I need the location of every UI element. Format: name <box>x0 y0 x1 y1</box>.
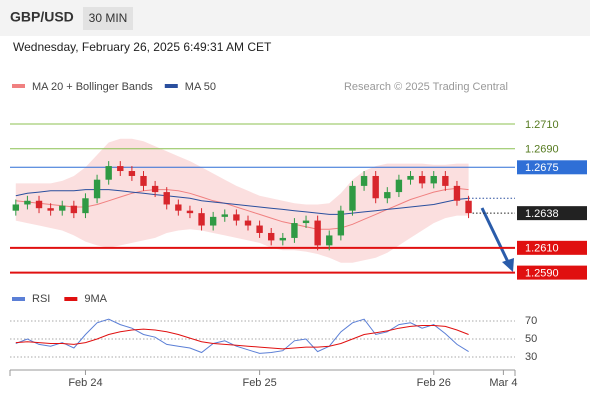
legend-swatch <box>12 297 25 301</box>
candle-body <box>372 175 379 199</box>
candle-body <box>12 204 19 211</box>
level-box <box>517 265 587 280</box>
level-label: 1.2690 <box>525 144 559 156</box>
candle-body <box>337 210 345 236</box>
candle-body <box>70 205 78 214</box>
candle-body <box>430 175 437 184</box>
legend-swatch <box>12 84 25 88</box>
candle-body <box>175 204 182 211</box>
ma50-line <box>15 189 469 215</box>
legend-swatch <box>64 297 78 301</box>
candle-body <box>349 185 356 211</box>
candle-body <box>407 175 414 180</box>
candle-body <box>128 171 136 176</box>
candle-body <box>244 220 252 226</box>
candle-body <box>47 208 54 211</box>
indicator-line <box>15 318 469 354</box>
symbol: GBP/USD <box>10 9 74 25</box>
candle-body <box>186 210 194 214</box>
candle-body <box>117 166 124 172</box>
candle-body <box>326 235 333 246</box>
level-label: 1.2638 <box>525 208 559 220</box>
candle-body <box>233 214 240 221</box>
candle-body <box>442 175 449 186</box>
candle-body <box>302 220 310 224</box>
level-box <box>517 206 587 221</box>
interval: 30 MIN <box>89 11 128 25</box>
y-tick-label: 30 <box>525 351 537 363</box>
legend-label: 9MA <box>84 293 107 305</box>
level-label: 1.2590 <box>525 268 559 280</box>
candle-body <box>151 185 159 193</box>
forecast-arrow <box>480 207 510 263</box>
level-label: 1.2610 <box>525 243 559 255</box>
candle-body <box>140 175 147 186</box>
candle-body <box>256 225 263 233</box>
x-tick-label: Mar 4 <box>489 377 517 389</box>
candle-body <box>163 192 170 205</box>
candle-body <box>93 179 101 199</box>
legend-label: MA 20 + Bollinger Bands <box>32 81 153 93</box>
candle-body <box>198 213 205 226</box>
candle-body <box>395 179 403 193</box>
legend-label: MA 50 <box>185 81 216 93</box>
candle-body <box>24 200 31 205</box>
ma20-line <box>15 187 469 230</box>
indicator-line <box>15 325 469 350</box>
candle-body <box>35 200 43 209</box>
level-box <box>517 240 587 255</box>
x-tick-label: Feb 24 <box>68 377 102 389</box>
candle-body <box>221 214 228 217</box>
candle-body <box>291 223 298 238</box>
bollinger-band <box>15 138 469 263</box>
level-label: 1.2710 <box>525 119 559 131</box>
candle-body <box>418 175 426 184</box>
candle-body <box>360 175 368 186</box>
candle-body <box>314 220 321 246</box>
candle-body <box>82 198 89 214</box>
candle-body <box>465 200 472 214</box>
legend-label: RSI <box>32 293 50 305</box>
candle-body <box>453 185 461 201</box>
candle-body <box>384 192 391 199</box>
candle-body <box>59 205 66 211</box>
level-box <box>517 160 587 175</box>
candle-body <box>209 216 217 226</box>
x-tick-label: Feb 26 <box>417 377 451 389</box>
y-tick-label: 50 <box>525 333 537 345</box>
timestamp: Wednesday, February 26, 2025 6:49:31 AM … <box>13 40 272 54</box>
interval-box <box>83 7 133 30</box>
candle-body <box>268 232 275 241</box>
credit: Research © 2025 Trading Central <box>344 81 508 93</box>
level-label: 1.2675 <box>525 162 559 174</box>
x-tick-label: Feb 25 <box>242 377 276 389</box>
legend-swatch <box>164 84 178 88</box>
y-tick-label: 70 <box>525 315 537 327</box>
forecast-arrow-head <box>502 258 514 272</box>
candle-body <box>105 166 112 180</box>
candle-body <box>279 237 287 241</box>
